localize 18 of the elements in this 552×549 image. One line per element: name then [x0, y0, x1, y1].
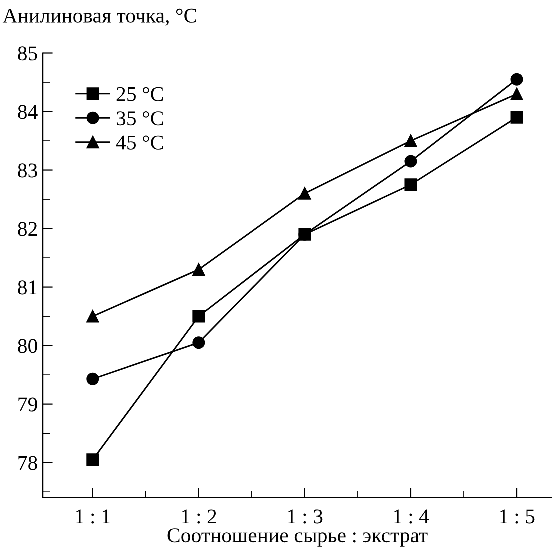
x-tick-label: 1 : 5	[500, 510, 535, 524]
y-tick-label: 83	[18, 164, 38, 178]
y-tick-label: 81	[18, 280, 37, 295]
y-tick-label: 84	[18, 105, 38, 120]
x-tick-label: 1 : 3	[288, 510, 323, 524]
legend-label: 35 °С	[116, 112, 164, 126]
y-tick-label: 78	[18, 456, 38, 470]
legend-label: 45 °С	[116, 136, 164, 150]
y-tick-label: 82	[18, 222, 38, 236]
y-tick-label: 79	[18, 398, 38, 412]
x-tick-label: 1 : 2	[182, 510, 216, 524]
y-tick-label: 85	[18, 46, 38, 61]
legend-label: 25 °С	[116, 87, 164, 102]
x-axis-title: Соотношение сырье : экстрат	[168, 528, 428, 547]
y-axis-title: Анилиновая точка, °С	[2, 8, 197, 26]
y-tick-label: 80	[18, 339, 38, 354]
x-tick-label: 1 : 4	[394, 510, 430, 524]
x-tick-label: 1 : 1	[76, 510, 110, 524]
